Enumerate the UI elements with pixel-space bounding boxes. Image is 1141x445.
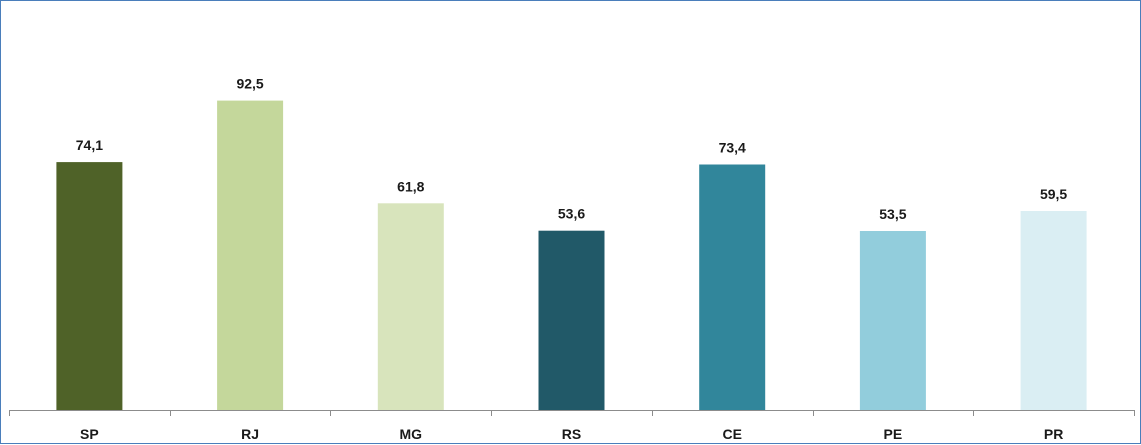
data-label-pr: 59,5 (1040, 186, 1067, 202)
x-axis (9, 410, 1135, 416)
data-label-mg: 61,8 (397, 178, 424, 194)
category-label-rs: RS (562, 426, 581, 442)
bar-sp (56, 162, 123, 410)
category-label-pe: PE (884, 426, 903, 442)
category-labels-layer: SP RJ MG RS CE PE PR (80, 426, 1063, 442)
bar-pe (859, 231, 926, 410)
bar-mg (377, 203, 444, 410)
data-label-sp: 74,1 (76, 137, 103, 153)
category-label-rj: RJ (241, 426, 259, 442)
bar-rj (217, 100, 284, 410)
data-label-rs: 53,6 (558, 206, 585, 222)
data-labels-layer: 74,1 92,5 61,8 53,6 73,4 53,5 59,5 (76, 76, 1068, 222)
data-label-ce: 73,4 (719, 140, 746, 156)
category-label-pr: PR (1044, 426, 1063, 442)
category-label-mg: MG (400, 426, 423, 442)
category-label-sp: SP (80, 426, 99, 442)
bars-layer (56, 100, 1087, 410)
data-label-rj: 92,5 (236, 76, 263, 92)
data-label-pe: 53,5 (879, 206, 906, 222)
bar-ce (699, 164, 766, 410)
category-label-ce: CE (722, 426, 741, 442)
bar-rs (538, 230, 605, 410)
bar-pr (1020, 211, 1087, 410)
